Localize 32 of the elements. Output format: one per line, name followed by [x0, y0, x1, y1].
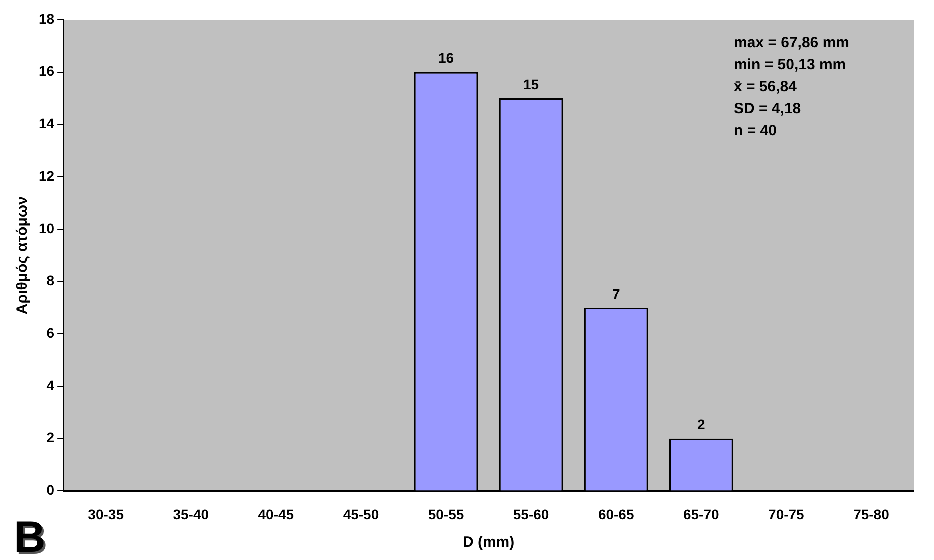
- data-label: 16: [438, 50, 454, 66]
- y-axis-title: Αριθμός ατόμων: [14, 196, 32, 315]
- y-tick-label: 14: [38, 116, 55, 132]
- y-tick-label: 4: [46, 377, 55, 394]
- x-tick-label: 55-60: [513, 506, 550, 522]
- annotation: x̄ = 56,84: [734, 78, 798, 96]
- x-tick-label: 30-35: [88, 506, 124, 522]
- y-tick-label: 16: [38, 63, 55, 80]
- y-tick-label: 18: [38, 10, 55, 27]
- x-tick-label: 60-65: [598, 506, 634, 522]
- y-tick-label: 0: [46, 482, 55, 498]
- annotation: n = 40: [734, 122, 777, 140]
- data-label: 2: [697, 416, 706, 433]
- x-tick-label: 50-55: [428, 506, 464, 522]
- y-tick-label: 12: [38, 168, 55, 184]
- x-axis-title: D (mm): [462, 534, 515, 552]
- x-tick-label: 65-70: [683, 506, 720, 522]
- y-tick-label: 8: [46, 272, 55, 289]
- y-tick-label: 2: [46, 430, 55, 446]
- x-tick-label: 35-40: [173, 506, 210, 522]
- x-tick-label: 75-80: [854, 506, 890, 522]
- annotation: min = 50,13 mm: [734, 56, 846, 74]
- x-tick-label: 45-50: [343, 506, 380, 522]
- data-label: 7: [612, 286, 620, 302]
- annotation: SD = 4,18: [734, 100, 802, 118]
- y-tick-label: 10: [38, 220, 55, 236]
- y-tick-label: 6: [46, 324, 55, 341]
- annotation: max = 67,86 mm: [734, 34, 850, 52]
- x-tick-label: 70-75: [768, 506, 805, 522]
- text: B: [14, 513, 46, 560]
- data-label: 15: [524, 76, 540, 92]
- x-tick-label: 40-45: [258, 506, 294, 522]
